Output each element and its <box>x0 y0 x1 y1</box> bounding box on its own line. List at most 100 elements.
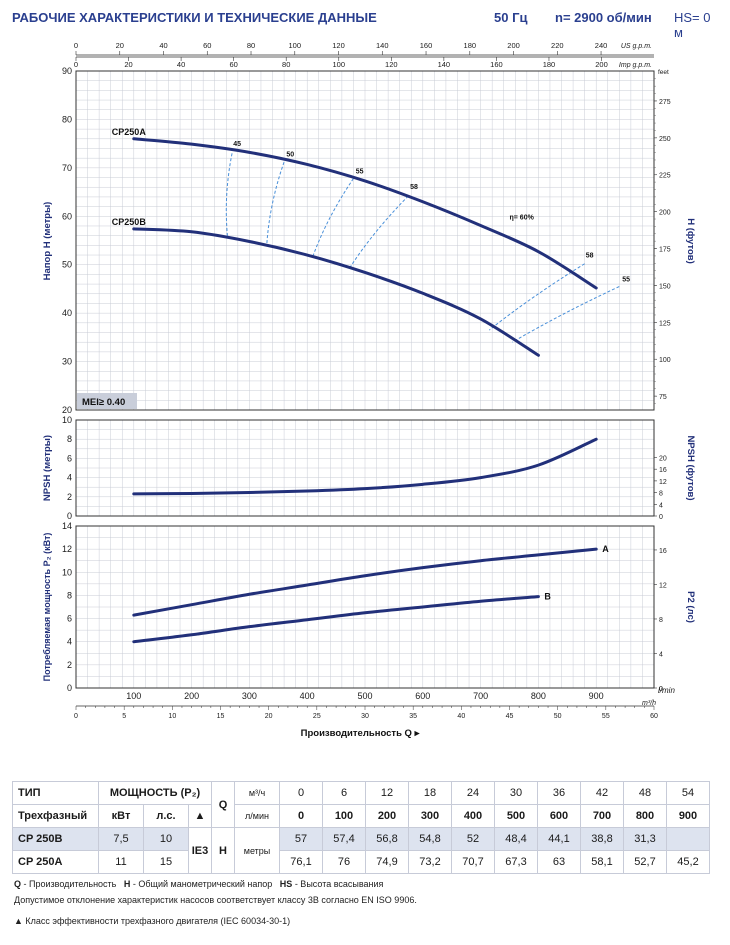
efficiency-isoline <box>312 178 354 257</box>
motor-class-note: ▲ Класс эффективности трехфазного двигат… <box>14 916 291 926</box>
q-lmin-cell: 400 <box>451 804 495 828</box>
efficiency-isoline <box>225 153 233 236</box>
head-value: 38,8 <box>580 827 624 851</box>
npsh-feet-tick-label: 0 <box>659 514 663 521</box>
imp-gpm-tick-label: 0 <box>74 60 78 69</box>
efficiency-label: 55 <box>356 169 364 176</box>
head-value: 54,8 <box>408 827 452 851</box>
us-gpm-tick-label: 120 <box>332 41 345 50</box>
power-hp: 15 <box>143 850 189 874</box>
head-value: 76,1 <box>279 850 323 874</box>
imp-gpm-unit: Imp g.p.m. <box>619 62 652 69</box>
head-tick-label: 70 <box>62 163 72 173</box>
imp-gpm-tick-label: 60 <box>229 60 237 69</box>
feet-tick-label: 275 <box>659 99 671 106</box>
npsh-feet-tick-label: 8 <box>659 491 663 498</box>
lmin-tick-label: 800 <box>531 691 546 701</box>
imp-gpm-tick-label: 140 <box>438 60 451 69</box>
head-value: 56,8 <box>365 827 409 851</box>
imp-gpm-tick-label: 80 <box>282 60 290 69</box>
m3h-tick-label: 0 <box>74 713 78 720</box>
power-tick-label: 10 <box>62 567 72 577</box>
hp-tick-label: 16 <box>659 548 667 555</box>
feet-tick-label: 175 <box>659 247 671 254</box>
q-lmin-cell: 800 <box>623 804 667 828</box>
efficiency-isoline <box>266 161 285 246</box>
us-gpm-tick-label: 40 <box>159 41 167 50</box>
q-m3h-cell: 36 <box>537 781 581 805</box>
efficiency-class: IE3 <box>188 827 212 874</box>
npsh-tick-label: 4 <box>67 473 72 483</box>
head-value: 52,7 <box>623 850 667 874</box>
imp-gpm-tick-label: 200 <box>595 60 608 69</box>
feet-unit: feet <box>658 69 669 76</box>
feet-tick-label: 225 <box>659 173 671 180</box>
power-tick-label: 8 <box>67 590 72 600</box>
q-m3h-cell: 30 <box>494 781 538 805</box>
model-name: CP 250B <box>12 827 99 851</box>
m3h-header: м³/ч <box>234 781 280 805</box>
npsh-tick-label: 2 <box>67 492 72 502</box>
npsh-feet-tick-label: 12 <box>659 479 667 486</box>
q-lmin-cell: 700 <box>580 804 624 828</box>
power-hp: 10 <box>143 827 189 851</box>
m3h-tick-label: 35 <box>409 713 417 720</box>
npsh-curve <box>132 437 598 496</box>
lmin-unit: l/min <box>658 686 675 695</box>
lmin-header: л/мин <box>234 804 280 828</box>
imp-gpm-tick-label: 120 <box>385 60 398 69</box>
hp-tick-label: 0 <box>659 686 663 693</box>
efficiency-isoline <box>350 195 409 267</box>
power-tick-label: 14 <box>62 521 72 531</box>
q-lmin-cell: 300 <box>408 804 452 828</box>
page-title: РАБОЧИЕ ХАРАКТЕРИСТИКИ И ТЕХНИЧЕСКИЕ ДАН… <box>12 10 377 25</box>
power-tick-label: 4 <box>67 637 72 647</box>
npsh-feet-axis-title: NPSH (футов) <box>685 435 696 500</box>
feet-tick-label: 250 <box>659 136 671 143</box>
q-m3h-cell: 18 <box>408 781 452 805</box>
q-lmin-cell: 600 <box>537 804 581 828</box>
lmin-tick-label: 600 <box>415 691 430 701</box>
imp-gpm-tick-label: 40 <box>177 60 185 69</box>
us-gpm-tick-label: 60 <box>203 41 211 50</box>
series-label-cp250b: CP250B <box>112 217 147 227</box>
grid <box>75 525 655 689</box>
efficiency-label: 55 <box>622 277 630 284</box>
grid <box>75 419 655 517</box>
power-tick-label: 2 <box>67 660 72 670</box>
power-label-b: B <box>544 592 551 602</box>
plot-frame <box>75 419 655 517</box>
q-m3h-cell: 12 <box>365 781 409 805</box>
us-gpm-unit: US g.p.m. <box>621 43 652 50</box>
head-tick-label: 80 <box>62 114 72 124</box>
us-gpm-tick-label: 220 <box>551 41 564 50</box>
q-m3h-cell: 42 <box>580 781 624 805</box>
power-curve-b <box>132 595 540 644</box>
page-header: РАБОЧИЕ ХАРАКТЕРИСТИКИ И ТЕХНИЧЕСКИЕ ДАН… <box>12 10 720 40</box>
grid <box>75 70 655 411</box>
pump-curves-chart: 0 20 40 60 80 100 120 140 160 180 200 220 240 US g.p.… <box>42 41 696 739</box>
head-tick-label: 30 <box>62 357 72 367</box>
feet-tick-label: 200 <box>659 210 671 217</box>
head-tick-label: 90 <box>62 66 72 76</box>
power-axis-title: Потребляемая мощность P₂ (кВт) <box>42 533 52 682</box>
q-lmin-cell: 0 <box>279 804 323 828</box>
feet-tick-label: 125 <box>659 320 671 327</box>
us-gpm-tick-label: 180 <box>464 41 477 50</box>
meters-header: метры <box>234 827 280 874</box>
head-tick-label: 20 <box>62 405 72 415</box>
feet-tick-label: 100 <box>659 357 671 364</box>
lmin-tick-label: 900 <box>589 691 604 701</box>
efficiency-label: 58 <box>410 184 418 191</box>
spec-table: ТИП МОЩНОСТЬ (P₂) Q м³/ч 0 6 12 18 24 30… <box>12 781 710 874</box>
m3h-tick-label: 25 <box>313 713 321 720</box>
head-value: 31,3 <box>623 827 667 851</box>
us-gpm-tick-label: 100 <box>289 41 302 50</box>
head-value: 44,1 <box>537 827 581 851</box>
head-value: 76 <box>322 850 366 874</box>
us-gpm-tick-label: 200 <box>507 41 520 50</box>
npsh-tick-label: 10 <box>62 415 72 425</box>
head-value: 48,4 <box>494 827 538 851</box>
npsh-feet-tick-label: 4 <box>659 502 663 509</box>
hp-tick-label: 4 <box>659 651 663 658</box>
